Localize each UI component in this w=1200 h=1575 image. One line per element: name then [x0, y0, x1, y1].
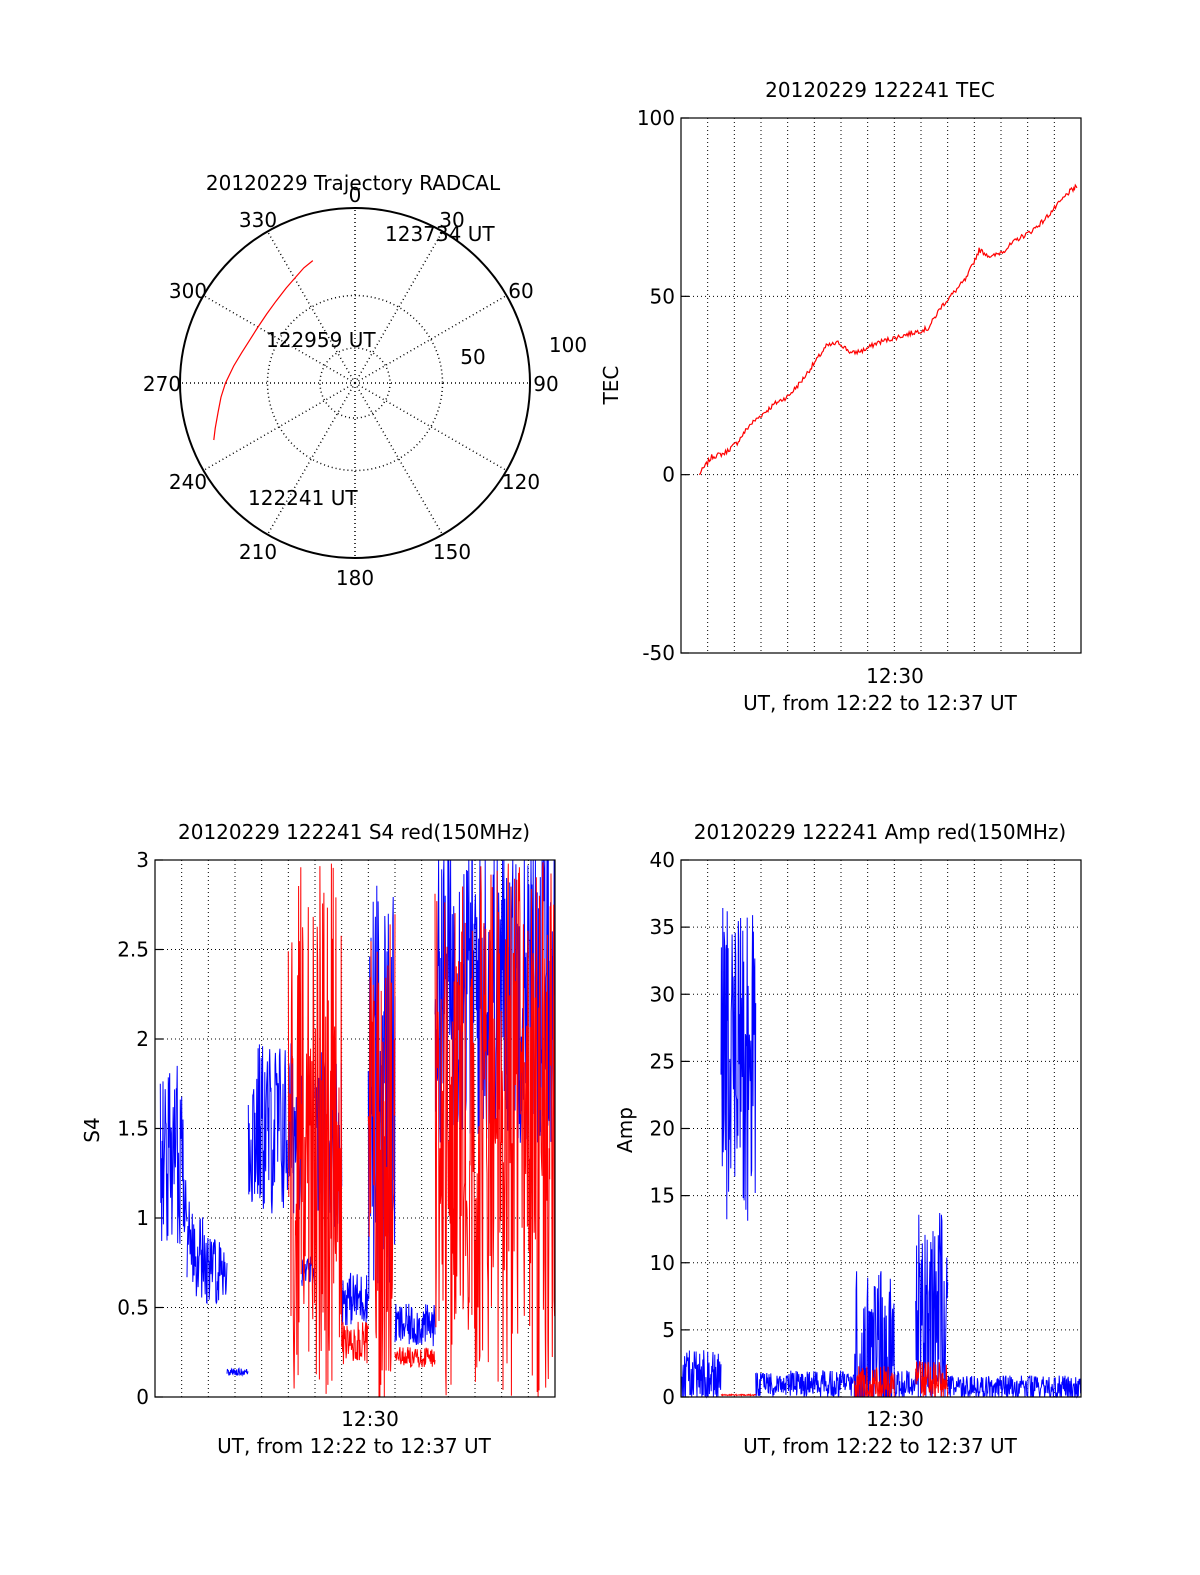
az-label-0: 0	[349, 183, 362, 207]
tec-title: 20120229 122241 TEC	[765, 78, 995, 102]
az-label-60: 60	[508, 279, 533, 303]
s4-xlabel: UT, from 12:22 to 12:37 UT	[217, 1434, 492, 1458]
tec-ylabel: TEC	[599, 366, 623, 406]
s4-y-ticks: 0 0.5 1 1.5 2 2.5 3	[117, 848, 163, 1409]
tec-xtick-label: 12:30	[866, 664, 924, 688]
annotation-end-time: 123734 UT	[385, 222, 495, 246]
az-label-90: 90	[533, 372, 558, 396]
amp-ytick-label: 40	[650, 848, 675, 872]
tec-xlabel: UT, from 12:22 to 12:37 UT	[743, 691, 1018, 715]
amp-ytick-label: 10	[650, 1251, 675, 1275]
amp-panel: 20120229 122241 Amp red(150MHz) 0 5 10 15 20…	[613, 820, 1082, 1458]
tec-series	[699, 183, 1078, 475]
az-label-240: 240	[169, 470, 207, 494]
amp-ytick-label: 0	[662, 1385, 675, 1409]
polar-grid	[180, 208, 530, 558]
tec-grid	[681, 118, 1081, 653]
tec-ytick-label: 0	[662, 463, 675, 487]
s4-ytick-label: 1.5	[117, 1117, 149, 1141]
polar-spoke-210	[266, 382, 356, 535]
polar-ring-50	[266, 294, 444, 472]
s4-ytick-label: 3	[136, 848, 149, 872]
polar-spoke-30	[354, 231, 444, 384]
s4-series	[159, 859, 556, 1398]
radial-label-100: 100	[549, 333, 587, 357]
polar-azimuth-labels: 0 30 60 90 120 150 180 210 240 270 300 3…	[143, 183, 559, 590]
polar-ring-inner	[319, 347, 391, 419]
amp-ytick-label: 30	[650, 982, 675, 1006]
polar-title: 20120229 Trajectory RADCAL	[206, 171, 501, 195]
tec-ytick-label: -50	[642, 641, 675, 665]
amp-series	[680, 907, 1082, 1399]
polar-spoke-60	[354, 294, 507, 384]
s4-ylabel: S4	[80, 1117, 104, 1142]
tec-y-ticks: -50 0 50 100	[637, 106, 689, 665]
az-label-180: 180	[336, 566, 374, 590]
s4-ytick-label: 2	[136, 1027, 149, 1051]
amp-ylabel: Amp	[613, 1107, 637, 1153]
s4-plot-frame	[154, 859, 556, 1398]
amp-ytick-label: 20	[650, 1117, 675, 1141]
az-label-30: 30	[439, 208, 464, 232]
amp-ytick-label: 15	[650, 1184, 675, 1208]
az-label-270: 270	[143, 372, 181, 396]
tec-ytick-label: 50	[650, 284, 675, 308]
s4-ytick-label: 0.5	[117, 1296, 149, 1320]
polar-trajectory-panel: 20120229 Trajectory RADCAL 0 30 60 90 12…	[143, 171, 587, 590]
s4-panel: 20120229 122241 S4 red(150MHz) 0 0.5 1 1.5 2…	[80, 820, 556, 1458]
amp-ytick-label: 35	[650, 915, 675, 939]
tec-series-line	[699, 183, 1078, 475]
radial-label-50: 50	[460, 345, 485, 369]
amp-xtick-label: 12:30	[866, 1407, 924, 1431]
s4-ytick-label: 0	[136, 1385, 149, 1409]
amp-ytick-label: 5	[662, 1318, 675, 1342]
az-label-330: 330	[239, 208, 277, 232]
polar-spoke-330	[266, 231, 356, 384]
tec-plot-frame	[680, 117, 1082, 654]
tec-ytick-label: 100	[637, 106, 675, 130]
polar-outer-ring	[179, 207, 531, 559]
s4-ytick-label: 2.5	[117, 938, 149, 962]
amp-series-blue	[680, 907, 1082, 1399]
az-label-120: 120	[502, 470, 540, 494]
amp-plot-frame	[680, 859, 1082, 1398]
az-label-150: 150	[433, 540, 471, 564]
amp-title: 20120229 122241 Amp red(150MHz)	[694, 820, 1066, 844]
s4-xtick-label: 12:30	[341, 1407, 399, 1431]
s4-series-blue	[159, 859, 556, 1377]
s4-series-red	[287, 862, 556, 1398]
amp-xlabel: UT, from 12:22 to 12:37 UT	[743, 1434, 1018, 1458]
amp-y-ticks: 0 5 10 15 20 25 30 35 40	[650, 848, 689, 1409]
polar-spoke-150	[354, 382, 444, 535]
s4-title: 20120229 122241 S4 red(150MHz)	[178, 820, 530, 844]
polar-trajectory-line	[213, 260, 314, 441]
annotation-start-time: 122241 UT	[248, 486, 358, 510]
annotation-mid-time: 122959 UT	[266, 328, 376, 352]
amp-ytick-label: 25	[650, 1049, 675, 1073]
polar-spoke-120	[354, 382, 507, 472]
s4-ytick-label: 1	[136, 1206, 149, 1230]
az-label-210: 210	[239, 540, 277, 564]
az-label-300: 300	[169, 279, 207, 303]
